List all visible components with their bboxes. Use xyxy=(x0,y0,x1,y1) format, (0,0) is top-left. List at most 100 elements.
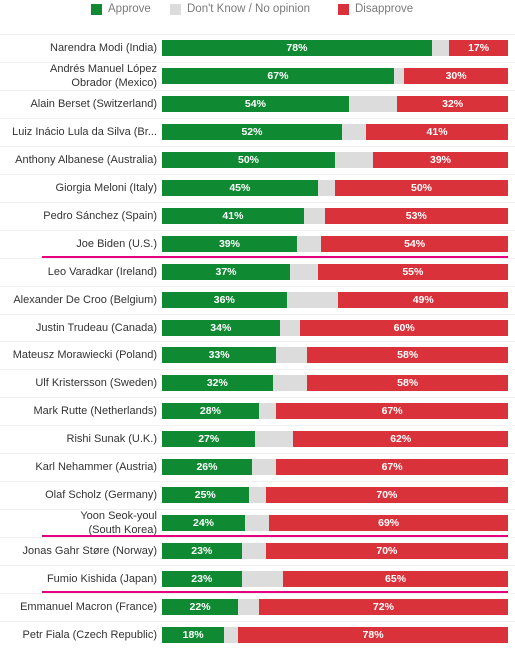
disapprove-segment xyxy=(397,95,508,112)
legend-swatch xyxy=(170,3,181,15)
approve-value-label: 32% xyxy=(206,377,228,390)
disapprove-segment xyxy=(238,626,508,643)
row-separator xyxy=(0,425,515,426)
row-separator xyxy=(0,593,515,594)
disapprove-value-label: 62% xyxy=(390,433,412,446)
disapprove-value-label: 53% xyxy=(405,209,427,222)
no-opinion-segment xyxy=(248,487,266,504)
approve-segment xyxy=(162,179,318,196)
legend-item: Disapprove xyxy=(338,2,413,16)
no-opinion-segment xyxy=(303,207,325,224)
legend-label: Don't Know / No opinion xyxy=(187,3,311,15)
disapprove-segment xyxy=(293,431,508,448)
highlight-underline xyxy=(42,256,508,258)
row-separator xyxy=(0,565,515,566)
legend-item: Don't Know / No opinion xyxy=(170,2,310,16)
row-label: Karl Nehammer (Austria) xyxy=(35,461,157,473)
approve-value-label: 34% xyxy=(210,321,232,334)
disapprove-segment xyxy=(265,543,508,560)
no-opinion-segment xyxy=(276,347,308,364)
row-label: Joe Biden (U.S.) xyxy=(76,238,157,250)
disapprove-value-label: 65% xyxy=(385,573,407,586)
approve-value-label: 28% xyxy=(199,405,221,418)
row-label: Jonas Gahr Støre (Norway) xyxy=(22,545,157,557)
approve-value-label: 54% xyxy=(244,97,266,110)
disapprove-segment xyxy=(335,179,508,196)
disapprove-segment xyxy=(269,515,508,532)
row-separator xyxy=(0,118,515,119)
row-separator xyxy=(0,537,515,538)
no-opinion-segment xyxy=(317,179,335,196)
row-label: Olaf Scholz (Germany) xyxy=(45,489,157,501)
approve-value-label: 33% xyxy=(208,349,230,362)
approve-value-label: 23% xyxy=(191,573,213,586)
row-label: Anthony Albanese (Australia) xyxy=(15,154,157,166)
approve-value-label: 26% xyxy=(196,461,218,474)
approve-segment xyxy=(162,67,394,84)
approve-segment xyxy=(162,599,239,615)
approve-segment xyxy=(162,459,252,476)
no-opinion-segment xyxy=(393,67,405,84)
approve-value-label: 22% xyxy=(189,601,211,613)
no-opinion-segment xyxy=(272,375,308,392)
row-separator xyxy=(0,314,515,315)
approve-value-label: 23% xyxy=(191,545,213,558)
row-label: Giorgia Meloni (Italy) xyxy=(55,182,157,194)
disapprove-value-label: 50% xyxy=(410,181,432,194)
disapprove-value-label: 54% xyxy=(404,237,426,250)
row-separator xyxy=(0,174,515,175)
disapprove-segment xyxy=(276,403,508,420)
row-separator xyxy=(0,90,515,91)
approve-segment xyxy=(162,543,242,560)
no-opinion-segment xyxy=(341,123,367,140)
approve-segment xyxy=(162,40,432,56)
row-separator xyxy=(0,481,515,482)
disapprove-segment xyxy=(265,487,508,504)
no-opinion-segment xyxy=(251,459,277,476)
highlight-underline xyxy=(42,535,508,537)
approve-segment xyxy=(162,235,297,252)
approve-value-label: 67% xyxy=(267,69,289,82)
approve-segment xyxy=(162,487,249,504)
disapprove-segment xyxy=(321,235,508,252)
row-separator xyxy=(0,453,515,454)
approve-value-label: 39% xyxy=(218,237,240,250)
row-label: Alain Berset (Switzerland) xyxy=(30,98,157,110)
row-separator xyxy=(0,621,515,622)
approve-segment xyxy=(162,571,242,588)
disapprove-segment xyxy=(300,319,508,336)
row-separator xyxy=(0,34,515,35)
row-label: Alexander De Croo (Belgium) xyxy=(13,294,157,306)
disapprove-segment xyxy=(317,263,508,280)
no-opinion-segment xyxy=(286,291,339,308)
approve-segment xyxy=(162,375,273,392)
disapprove-value-label: 70% xyxy=(376,545,398,558)
disapprove-value-label: 39% xyxy=(430,153,452,166)
disapprove-segment xyxy=(404,67,508,84)
no-opinion-segment xyxy=(296,235,322,252)
row-separator xyxy=(0,258,515,259)
disapprove-value-label: 17% xyxy=(468,42,490,54)
row-label: Narendra Modi (India) xyxy=(50,42,157,54)
legend-label: Disapprove xyxy=(355,3,414,15)
row-separator xyxy=(0,509,515,510)
row-label: Ulf Kristersson (Sweden) xyxy=(35,377,157,389)
disapprove-value-label: 58% xyxy=(397,377,419,390)
row-label: Andrés Manuel López Obrador (Mexico) xyxy=(49,63,157,89)
row-label: Mateusz Morawiecki (Poland) xyxy=(12,349,157,361)
no-opinion-segment xyxy=(224,626,239,643)
no-opinion-segment xyxy=(431,40,450,56)
disapprove-segment xyxy=(307,375,508,392)
approve-value-label: 37% xyxy=(215,265,237,278)
disapprove-value-label: 67% xyxy=(381,461,403,474)
row-label: Leo Varadkar (Ireland) xyxy=(47,266,157,278)
disapprove-segment xyxy=(366,123,508,140)
approve-value-label: 50% xyxy=(237,153,259,166)
row-separator xyxy=(0,369,515,370)
approve-value-label: 36% xyxy=(213,293,235,306)
approve-segment xyxy=(162,515,246,532)
row-separator xyxy=(0,286,515,287)
row-separator xyxy=(0,202,515,203)
row-separator xyxy=(0,397,515,398)
disapprove-value-label: 55% xyxy=(402,265,424,278)
